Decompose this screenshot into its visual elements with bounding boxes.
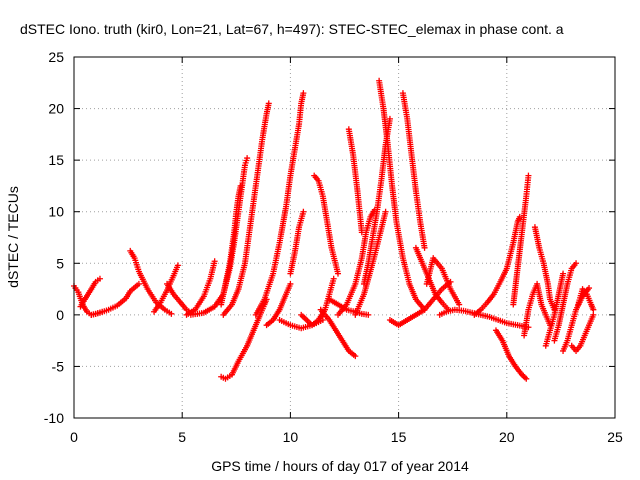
y-tick-label: 15 xyxy=(48,152,64,168)
pass-track xyxy=(335,206,378,318)
x-tick-label: 20 xyxy=(499,429,515,445)
axis-ticks: 0 5 10 15 20 25 -10 -5 0 5 10 15 20 25 xyxy=(44,49,623,445)
pass-track xyxy=(423,255,463,308)
x-tick-label: 25 xyxy=(607,429,623,445)
pass-track xyxy=(220,100,272,318)
pass-track xyxy=(77,275,103,310)
pass-track xyxy=(376,77,428,313)
data-point-marker xyxy=(300,90,307,97)
data-point-marker xyxy=(265,100,272,107)
pass-track xyxy=(311,172,342,277)
y-tick-label: -10 xyxy=(44,410,64,426)
pass-track xyxy=(551,260,580,344)
y-tick-label: -5 xyxy=(52,358,65,374)
y-axis-label: dSTEC / TECUs xyxy=(5,186,21,288)
data-point-marker xyxy=(456,301,463,308)
pass-track xyxy=(252,90,307,318)
data-point-marker xyxy=(525,172,532,179)
data-point-marker xyxy=(382,208,389,215)
x-tick-label: 15 xyxy=(391,429,407,445)
data-point-marker xyxy=(244,155,251,162)
data-point-marker xyxy=(560,270,567,277)
pass-track xyxy=(151,262,181,315)
y-tick-label: 10 xyxy=(48,204,64,220)
pass-track xyxy=(287,208,307,277)
pass-track xyxy=(568,311,597,354)
pass-track xyxy=(531,224,558,313)
pass-track xyxy=(521,280,554,339)
data-point-marker xyxy=(174,262,181,269)
pass-track xyxy=(352,208,389,318)
pass-track xyxy=(360,115,393,287)
y-tick-label: 20 xyxy=(48,101,64,117)
y-tick-label: 0 xyxy=(56,307,64,323)
pass-track xyxy=(575,286,597,313)
pass-track xyxy=(263,280,294,329)
pass-track xyxy=(317,306,359,360)
data-point-marker xyxy=(521,374,528,381)
data-point-marker xyxy=(96,275,103,282)
chart-title: dSTEC Iono. truth (kir0, Lon=21, Lat=67,… xyxy=(20,21,564,37)
pass-track xyxy=(436,306,532,331)
pass-track xyxy=(345,126,365,236)
data-point-marker xyxy=(590,311,597,318)
y-tick-label: 5 xyxy=(56,255,64,271)
pass-track xyxy=(88,280,142,318)
pass-track xyxy=(471,213,523,318)
pass-track xyxy=(187,155,251,318)
data-point-marker xyxy=(300,208,307,215)
pass-track xyxy=(510,172,532,308)
plot-frame xyxy=(73,56,616,419)
pass-track xyxy=(542,270,567,349)
pass-track xyxy=(399,90,428,251)
data-series xyxy=(71,77,597,382)
x-axis-label: GPS time / hours of day 017 of year 2014 xyxy=(211,458,469,474)
pass-track xyxy=(183,258,218,318)
data-point-marker xyxy=(287,280,294,287)
data-point-marker xyxy=(573,260,580,267)
pass-track xyxy=(298,275,337,329)
data-point-marker xyxy=(352,353,359,360)
data-point-marker xyxy=(586,285,593,292)
data-point-marker xyxy=(335,270,342,277)
data-point-marker xyxy=(386,115,393,122)
pass-track xyxy=(218,182,244,308)
data-point-marker xyxy=(523,375,530,382)
data-point-marker xyxy=(590,306,597,313)
data-point-marker xyxy=(365,311,372,318)
data-point-marker xyxy=(421,244,428,251)
data-point-marker xyxy=(237,182,244,189)
x-tick-label: 0 xyxy=(70,429,78,445)
x-tick-label: 5 xyxy=(178,429,186,445)
data-point-marker xyxy=(135,280,142,287)
data-point-marker xyxy=(358,229,365,236)
pass-track xyxy=(127,247,175,317)
y-tick-label: 25 xyxy=(48,49,64,65)
data-point-marker xyxy=(168,310,175,317)
grid-lines xyxy=(74,57,615,418)
data-point-marker xyxy=(330,275,337,282)
pass-track xyxy=(492,327,530,382)
x-tick-label: 10 xyxy=(283,429,299,445)
data-point-marker xyxy=(211,258,218,265)
